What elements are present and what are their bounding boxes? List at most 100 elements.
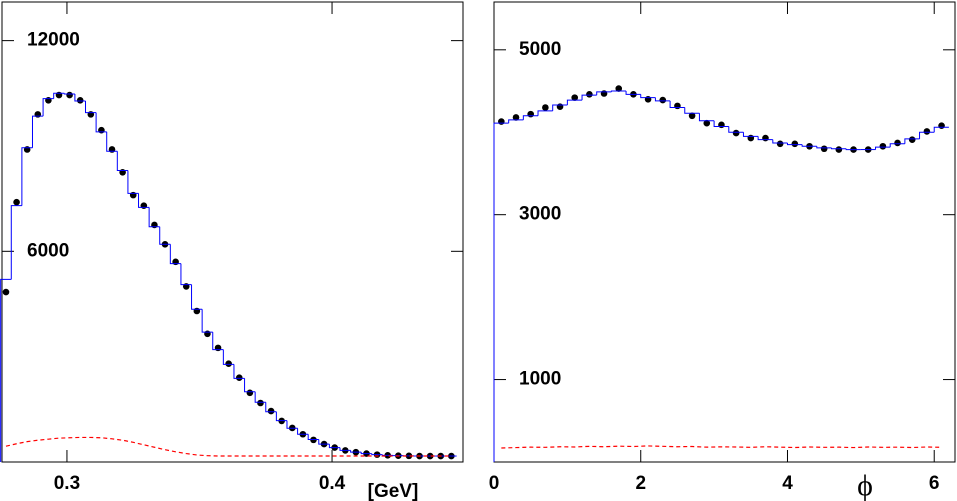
model-bin <box>42 98 54 117</box>
model-bin <box>786 142 803 146</box>
x-tick-label: 0.3 <box>54 473 80 494</box>
model-bin <box>816 146 832 149</box>
model-bin <box>625 91 641 95</box>
frame <box>1 1 464 463</box>
data-point <box>688 112 696 120</box>
data-point <box>512 114 520 121</box>
data-point <box>151 221 158 229</box>
model-bin <box>801 144 817 147</box>
model-bin <box>537 110 553 116</box>
model-bin <box>127 170 139 194</box>
data-point <box>87 111 95 118</box>
data-point <box>140 202 148 209</box>
model-bin <box>508 119 524 124</box>
y-tick-label: 6000 <box>27 240 69 261</box>
data-point <box>732 129 740 137</box>
data-point <box>615 85 623 92</box>
model-bin <box>904 138 920 144</box>
model-bin <box>191 284 203 310</box>
data-point <box>542 104 549 111</box>
model-bin <box>180 263 192 286</box>
data-point <box>2 288 10 296</box>
model-bin <box>889 143 905 148</box>
model-bin <box>63 93 75 95</box>
data-point <box>66 91 73 99</box>
data-point <box>257 399 264 407</box>
data-point <box>923 128 931 135</box>
data-point <box>659 96 667 104</box>
data-point <box>182 283 190 290</box>
model-bin <box>138 193 150 208</box>
model-bin <box>522 115 539 120</box>
data-point <box>45 97 52 104</box>
model-bin <box>493 122 509 462</box>
model-bin <box>919 131 935 139</box>
data-point <box>644 95 652 103</box>
data-point <box>747 134 755 142</box>
model-bin <box>10 205 22 280</box>
data-point <box>879 142 887 150</box>
data-point <box>214 344 222 352</box>
data-point <box>835 146 843 153</box>
model-bin <box>684 107 700 114</box>
model-bin <box>275 411 287 422</box>
model-bin <box>74 94 86 102</box>
model-bin <box>728 126 744 133</box>
data-point <box>98 126 105 134</box>
x-tick-label: 4 <box>782 473 793 494</box>
model-bin <box>654 97 671 102</box>
data-point <box>556 103 564 110</box>
data-point <box>204 330 211 338</box>
data-point <box>498 118 505 125</box>
x-tick-label: 6 <box>929 473 940 494</box>
data-point <box>225 360 232 367</box>
model-bin <box>350 450 362 453</box>
data-point <box>193 307 201 315</box>
data-point <box>235 374 243 382</box>
model-bin <box>159 226 171 245</box>
x-tick-label: 0 <box>489 473 500 494</box>
data-point <box>894 139 901 147</box>
data-point <box>600 90 608 97</box>
y-tick-label: 5000 <box>519 39 561 60</box>
model-bin <box>933 126 949 133</box>
model-bin <box>21 147 33 206</box>
model-bin <box>581 94 597 101</box>
model-bin <box>169 244 181 265</box>
y-tick-label: 3000 <box>519 204 561 225</box>
model-bin <box>742 132 759 137</box>
model-bin <box>31 115 44 148</box>
model-bin <box>328 444 340 449</box>
model-bin <box>831 147 847 150</box>
model-bin <box>339 447 351 451</box>
model-bin <box>106 131 118 152</box>
model-bin <box>713 120 729 127</box>
model-bin <box>757 136 773 141</box>
data-point <box>674 102 681 110</box>
model-bin <box>360 452 372 455</box>
data-point <box>571 94 579 101</box>
data-point <box>13 198 20 206</box>
model-bin <box>596 91 612 96</box>
model-bin <box>772 139 788 144</box>
model-bin <box>265 402 277 413</box>
data-point <box>527 110 534 118</box>
model-bin <box>318 439 330 445</box>
model-bin <box>286 420 298 429</box>
model-bin <box>552 104 568 111</box>
data-point <box>129 191 137 199</box>
y-tick-label: 12000 <box>27 30 80 51</box>
x-axis-label: [GeV] <box>368 481 419 501</box>
data-point <box>938 122 945 129</box>
model-bin <box>640 94 656 99</box>
data-point <box>23 146 31 153</box>
model-bin <box>0 278 12 462</box>
data-point <box>791 140 799 148</box>
model-bin <box>297 428 309 435</box>
data-point <box>703 119 711 127</box>
data-point <box>172 258 179 266</box>
data-point <box>108 146 116 153</box>
x-tick-label: 0.4 <box>319 473 346 494</box>
model-bin <box>845 148 861 151</box>
